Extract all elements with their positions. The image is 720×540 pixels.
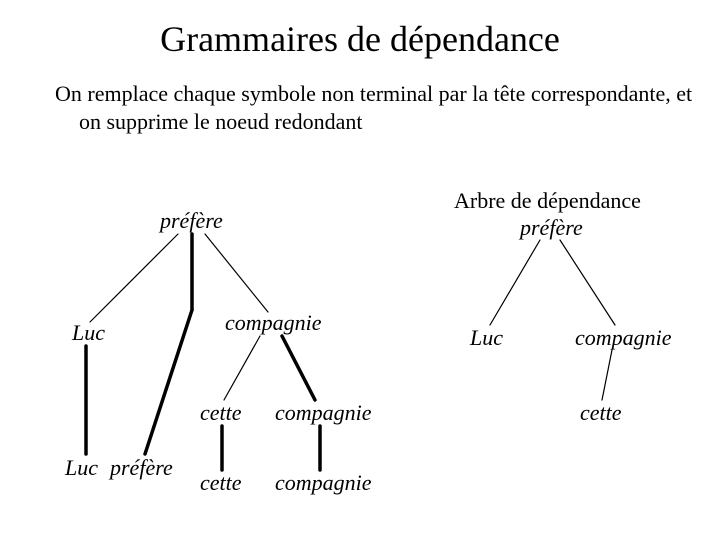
slide: Grammaires de dépendance On remplace cha… — [0, 0, 720, 540]
tree-label: préfère — [520, 215, 583, 241]
tree-label: préfère — [110, 455, 173, 481]
tree-label: cette — [200, 400, 242, 426]
tree-label: compagnie — [275, 400, 372, 426]
tree-label: Luc — [470, 325, 503, 351]
tree-edge — [490, 240, 540, 325]
tree-edge — [560, 240, 615, 325]
tree-edge — [282, 336, 315, 400]
tree-edge — [224, 336, 260, 400]
tree-label: Luc — [65, 455, 98, 481]
slide-title: Grammaires de dépendance — [0, 18, 720, 60]
tree-label: Luc — [72, 320, 105, 346]
slide-body-text: On remplace chaque symbole non terminal … — [55, 80, 699, 135]
tree-edge — [90, 234, 178, 322]
tree-label: Arbre de dépendance — [454, 188, 641, 214]
tree-label: cette — [200, 470, 242, 496]
tree-label: compagnie — [275, 470, 372, 496]
tree-edge — [602, 350, 612, 400]
tree-label: cette — [580, 400, 622, 426]
tree-edge — [145, 310, 192, 454]
tree-edge — [205, 234, 268, 312]
tree-label: préfère — [160, 208, 223, 234]
tree-label: compagnie — [575, 325, 672, 351]
tree-label: compagnie — [225, 310, 322, 336]
